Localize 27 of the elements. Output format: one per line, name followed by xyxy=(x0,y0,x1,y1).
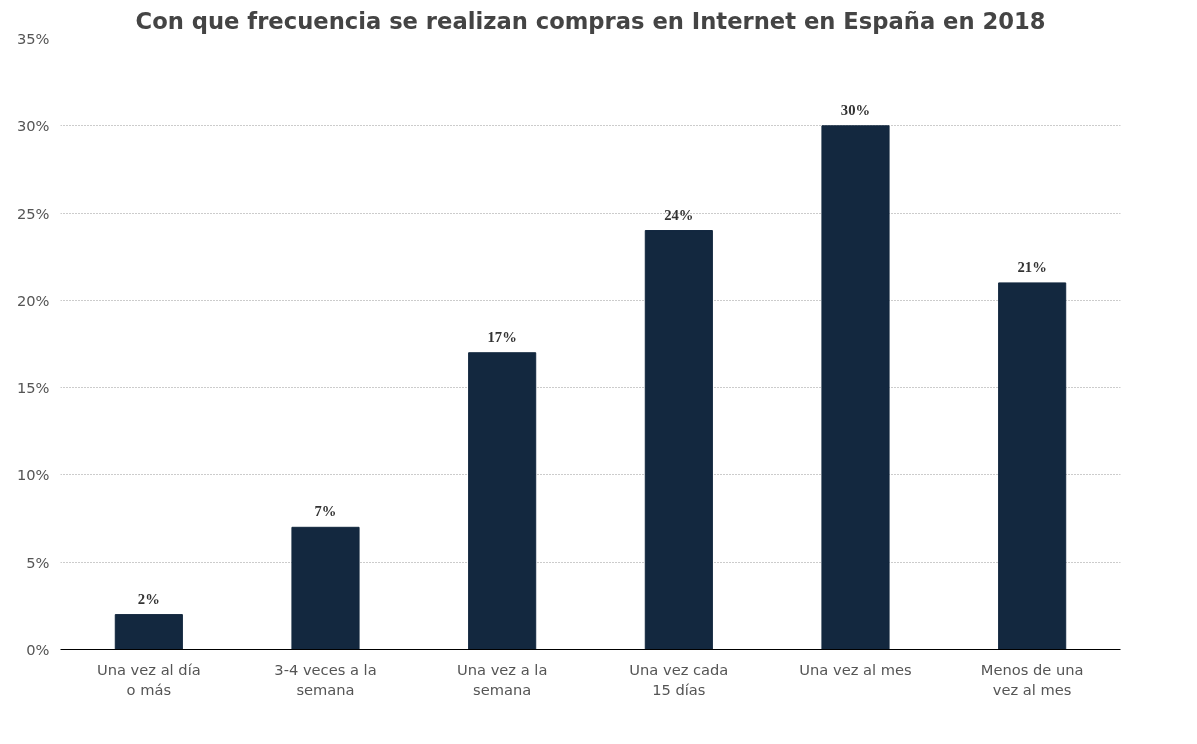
chart-title: Con que frecuencia se realizan compras en Internet en España en 2018 xyxy=(135,7,1046,34)
data-label: 21% xyxy=(1017,258,1047,275)
y-tick-label: 0% xyxy=(26,641,50,658)
data-label: 2% xyxy=(137,590,160,607)
bar xyxy=(468,352,537,650)
x-tick-label: Menos de una vez al mes xyxy=(980,660,1084,698)
bar xyxy=(821,125,890,650)
y-tick-label: 35% xyxy=(16,30,50,47)
bar xyxy=(998,282,1067,650)
bar xyxy=(291,526,360,650)
data-label: 17% xyxy=(487,328,517,345)
y-tick-label: 10% xyxy=(16,466,50,484)
x-tick-label: Una vez al día o más xyxy=(96,660,201,698)
data-label: 24% xyxy=(664,206,694,223)
data-label: 30% xyxy=(840,101,871,118)
y-tick-label: 5% xyxy=(26,553,50,571)
x-tick-label: Una vez cada 15 días xyxy=(629,660,729,698)
y-tick-label: 20% xyxy=(16,291,50,309)
data-label: 7% xyxy=(314,503,337,520)
y-tick-label: 15% xyxy=(16,379,50,397)
x-tick-label: Una vez a la semana xyxy=(456,660,548,698)
bar xyxy=(114,614,183,650)
y-tick-label: 25% xyxy=(16,204,50,222)
bar xyxy=(644,230,713,650)
x-tick-label: Una vez al mes xyxy=(799,660,912,678)
x-tick-label: 3-4 veces a la semana xyxy=(274,660,377,698)
y-tick-label: 30% xyxy=(16,117,50,135)
